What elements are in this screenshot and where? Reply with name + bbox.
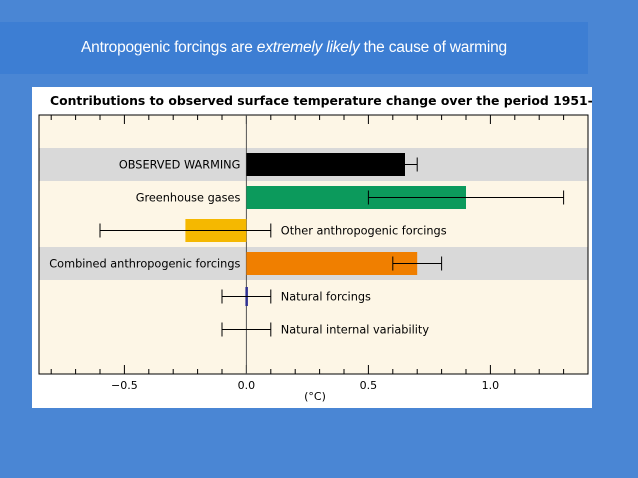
- category-label-5: Natural internal variability: [281, 324, 430, 337]
- category-label-0: OBSERVED WARMING: [119, 159, 241, 172]
- slide-title-emphasis: extremely likely: [256, 39, 360, 56]
- plot-area: −0.5 0.0 0.5 1.0 OBSERVED WARMING Greenhouse …: [38, 114, 589, 392]
- slide-title-banner: Antropogenic forcings are extremely like…: [0, 22, 588, 74]
- bar-3: [246, 252, 418, 275]
- bar-1: [246, 186, 466, 209]
- plot-frame: [38, 114, 589, 375]
- x-tick-label: 1.0: [482, 379, 500, 392]
- chart-svg: Contributions to observed surface temper…: [38, 93, 592, 403]
- slide-title-suffix: the cause of warming: [359, 39, 508, 56]
- slide-title-prefix: Antropogenic forcings are: [81, 39, 257, 56]
- x-tick-label: −0.5: [111, 379, 138, 392]
- bar-0: [246, 153, 405, 176]
- slide-title: Antropogenic forcings are extremely like…: [81, 39, 507, 57]
- category-label-3: Combined anthropogenic forcings: [49, 258, 240, 271]
- chart-title: Contributions to observed surface temper…: [50, 93, 592, 108]
- x-tick-label: 0.5: [360, 379, 378, 392]
- chart-figure: Contributions to observed surface temper…: [32, 87, 592, 408]
- category-label-2: Other anthropogenic forcings: [281, 225, 447, 238]
- x-tick-label: 0.0: [238, 379, 256, 392]
- category-label-1: Greenhouse gases: [136, 192, 241, 205]
- category-label-4: Natural forcings: [281, 291, 371, 304]
- x-axis-label: (°C): [304, 390, 326, 403]
